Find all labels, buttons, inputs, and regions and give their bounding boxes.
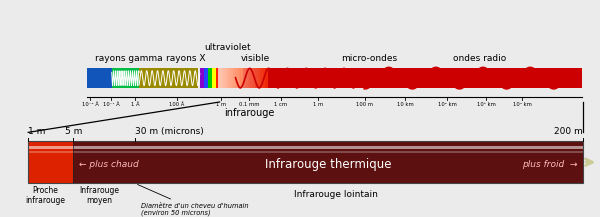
Text: micro-ondes: micro-ondes [341, 54, 397, 63]
Bar [268, 68, 582, 88]
Bar [250, 68, 253, 88]
Text: 1 m: 1 m [28, 127, 46, 136]
Bar [243, 68, 245, 88]
Bar [226, 68, 228, 88]
Bar [139, 68, 199, 88]
Bar [28, 141, 583, 183]
Text: 10² km: 10² km [437, 102, 457, 107]
Text: 30 m (microns): 30 m (microns) [135, 127, 204, 136]
Bar [233, 68, 235, 88]
Text: Infrarouge lointain: Infrarouge lointain [294, 190, 378, 199]
Bar [263, 68, 265, 88]
Bar [228, 68, 230, 88]
Bar [248, 68, 250, 88]
Text: 10³ km: 10³ km [476, 102, 496, 107]
Bar [204, 68, 208, 88]
Text: Infrarouge
moyen: Infrarouge moyen [79, 186, 119, 205]
Text: Diamètre d'un cheveu d'humain
(environ 50 microns): Diamètre d'un cheveu d'humain (environ 5… [137, 184, 248, 216]
Text: 0.1 mm: 0.1 mm [239, 102, 259, 107]
Bar [218, 68, 243, 88]
Bar [256, 68, 258, 88]
Bar [243, 68, 268, 88]
Bar [253, 68, 255, 88]
Text: rayons gamma: rayons gamma [95, 54, 163, 63]
Bar [215, 68, 220, 88]
Bar [230, 68, 233, 88]
Bar [245, 68, 248, 88]
Bar [260, 68, 263, 88]
Text: ← plus chaud: ← plus chaud [79, 160, 139, 169]
Text: 10⁻¹ Å: 10⁻¹ Å [103, 102, 119, 107]
Bar [221, 68, 223, 88]
Text: Infrarouge thermique: Infrarouge thermique [265, 158, 391, 171]
Bar [28, 146, 583, 149]
Text: 1 m: 1 m [313, 102, 323, 107]
Text: 100 Å: 100 Å [169, 102, 185, 107]
Text: 1 Å: 1 Å [131, 102, 139, 107]
Bar [73, 141, 583, 183]
Text: 5 m: 5 m [65, 127, 82, 136]
Text: 1 m: 1 m [215, 102, 226, 107]
Bar [28, 141, 73, 183]
Bar [258, 68, 260, 88]
Text: infrarouge: infrarouge [224, 108, 274, 118]
Text: ultraviolet: ultraviolet [205, 43, 251, 52]
Text: rayons X: rayons X [166, 54, 206, 63]
Bar [208, 68, 212, 88]
Bar [28, 151, 583, 153]
Bar [212, 68, 215, 88]
Bar [87, 68, 112, 88]
Text: 100 m: 100 m [356, 102, 373, 107]
Bar [238, 68, 241, 88]
Text: visible: visible [241, 54, 269, 63]
Bar [241, 68, 243, 88]
Bar [200, 68, 204, 88]
Text: 10⁴ km: 10⁴ km [512, 102, 532, 107]
Bar [112, 68, 139, 88]
Text: ondes radio: ondes radio [454, 54, 506, 63]
Text: plus froid  →: plus froid → [522, 160, 577, 169]
Bar [235, 68, 238, 88]
Text: 1 cm: 1 cm [274, 102, 287, 107]
Bar [218, 68, 221, 88]
Bar [265, 68, 268, 88]
Text: 200 m: 200 m [554, 127, 583, 136]
Text: 10⁻² Å: 10⁻² Å [82, 102, 98, 107]
Bar [223, 68, 226, 88]
Text: Proche
infrarouge: Proche infrarouge [25, 186, 65, 205]
Text: 10 km: 10 km [397, 102, 413, 107]
